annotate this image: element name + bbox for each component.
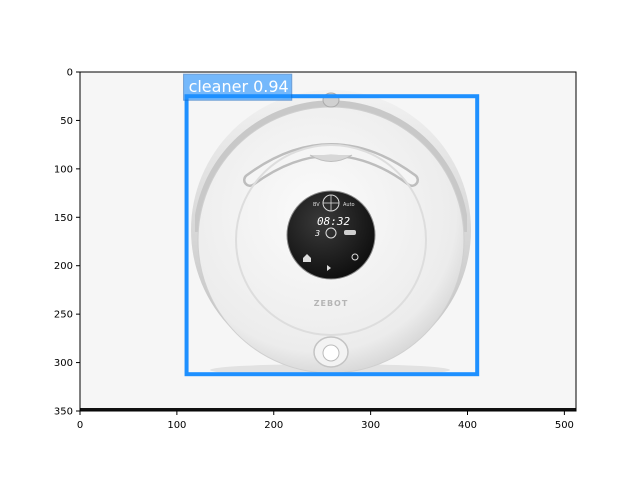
screen-mode-right: Auto bbox=[343, 202, 355, 208]
screen-mode-left: BV bbox=[313, 202, 320, 208]
y-tick-label: 0 bbox=[67, 68, 73, 79]
x-tick-label: 100 bbox=[167, 420, 186, 431]
battery-icon bbox=[344, 230, 356, 235]
spot-icon bbox=[351, 253, 359, 261]
detection-label-background bbox=[183, 73, 293, 101]
detection-box: cleaner 0.94 bbox=[183, 73, 480, 377]
robot-vacuum: BV Auto 08:32 3 ZEBOT bbox=[191, 90, 471, 374]
y-tick-label: 200 bbox=[54, 261, 73, 272]
screen-time: 08:32 bbox=[317, 215, 350, 228]
y-tick-label: 150 bbox=[54, 213, 73, 224]
x-tick-label: 500 bbox=[555, 420, 574, 431]
bounding-box bbox=[184, 94, 480, 377]
x-tick-label: 0 bbox=[77, 420, 83, 431]
photo-image: BV Auto 08:32 3 ZEBOT bbox=[80, 72, 576, 411]
y-tick-label: 350 bbox=[54, 407, 73, 418]
play-pause-icon bbox=[327, 265, 331, 271]
y-tick-label: 300 bbox=[54, 358, 73, 369]
brand-logo: ZEBOT bbox=[314, 299, 349, 308]
y-tick-label: 100 bbox=[54, 164, 73, 175]
detection-label: cleaner 0.94 bbox=[189, 77, 289, 96]
x-tick-label: 400 bbox=[458, 420, 477, 431]
home-icon bbox=[303, 254, 311, 262]
fan-icon bbox=[325, 227, 337, 239]
x-axis: 0 100 200 300 400 500 bbox=[77, 411, 574, 431]
x-tick-label: 200 bbox=[264, 420, 283, 431]
y-tick-label: 250 bbox=[54, 310, 73, 321]
x-tick-label: 300 bbox=[361, 420, 380, 431]
y-tick-label: 50 bbox=[60, 116, 73, 127]
axes-frame bbox=[79, 71, 577, 412]
screen-level: 3 bbox=[315, 229, 320, 238]
y-axis: 0 50 100 150 200 250 300 350 bbox=[54, 68, 80, 418]
